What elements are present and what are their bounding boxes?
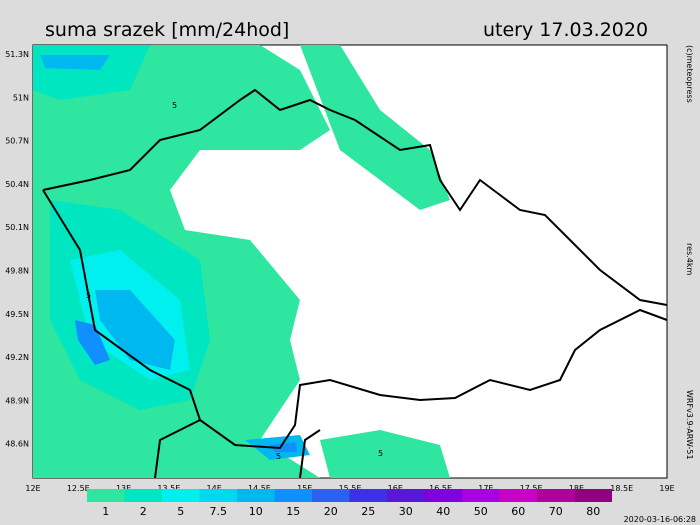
date: utery 17.03.2020 (483, 19, 648, 41)
legend-swatch (574, 489, 612, 502)
longitude-labels: 12E 12.5E 13E 13.5E 14E 14.5E 15E 15.5E 16E 16.5E… (25, 484, 674, 493)
lon-label: 18.5E (610, 484, 633, 493)
lon-label: 15E (297, 484, 312, 493)
lon-label: 19E (659, 484, 674, 493)
lon-label: 13.5E (157, 484, 180, 493)
lat-label: 49.8N (5, 267, 29, 276)
lat-label: 48.9N (5, 396, 29, 405)
legend-label: 5 (177, 505, 184, 518)
legend-label: 15 (286, 505, 300, 518)
timestamp: 2020-03-16-06:28 (624, 515, 696, 524)
legend-swatch (312, 489, 350, 502)
title: suma srazek [mm/24hod] (45, 19, 289, 41)
contour-label: 5 (172, 101, 177, 110)
legend-label: 20 (324, 505, 338, 518)
lat-label: 49.5N (5, 310, 29, 319)
lon-label: 13E (116, 484, 131, 493)
legend-swatch (199, 489, 237, 502)
legend-swatch (274, 489, 312, 502)
lon-label: 16.5E (429, 484, 452, 493)
legend-label: 60 (511, 505, 525, 518)
legend-swatch (387, 489, 425, 502)
legend-swatch (424, 489, 462, 502)
latitude-labels: 51.3N 51N 50.7N 50.4N 50.1N 49.8N 49.5N 49.2N 48… (5, 50, 29, 449)
legend-label: 1 (102, 505, 109, 518)
legend-label: 10 (249, 505, 263, 518)
legend-swatch (124, 489, 162, 502)
legend-swatch (349, 489, 387, 502)
lon-label: 14.5E (248, 484, 271, 493)
legend-label: 40 (436, 505, 450, 518)
lat-label: 51.3N (5, 50, 29, 59)
lat-label: 48.6N (5, 440, 29, 449)
legend-label: 30 (399, 505, 413, 518)
lon-label: 16E (388, 484, 403, 493)
legend-label: 25 (361, 505, 375, 518)
country-borders (42, 88, 668, 479)
lat-label: 51N (13, 93, 29, 102)
legend-swatch (499, 489, 537, 502)
model: WRFv3.9-ARW-51 (685, 390, 694, 460)
legend: 1 2 5 7.5 10 15 20 25 30 40 50 60 70 80 (87, 489, 612, 518)
lon-label: 12.5E (67, 484, 90, 493)
contour-label: 5 (378, 449, 383, 458)
lat-label: 50.4N (5, 180, 29, 189)
copyright: (c)meteopress (685, 45, 694, 103)
contour-label: 5 (86, 291, 91, 300)
resolution: res.4km (685, 243, 694, 275)
lon-label: 17E (478, 484, 493, 493)
legend-swatch (162, 489, 200, 502)
precipitation-field (33, 45, 450, 478)
lat-label: 49.2N (5, 353, 29, 362)
lat-label: 50.7N (5, 137, 29, 146)
lon-label: 12E (25, 484, 40, 493)
lat-label: 50.1N (5, 223, 29, 232)
legend-label: 7.5 (210, 505, 228, 518)
legend-swatch (87, 489, 125, 502)
legend-label: 70 (549, 505, 563, 518)
legend-swatch (537, 489, 575, 502)
lon-label: 14E (207, 484, 222, 493)
lon-label: 17.5E (520, 484, 543, 493)
lon-label: 15.5E (339, 484, 362, 493)
legend-label: 50 (474, 505, 488, 518)
legend-swatch (462, 489, 500, 502)
lon-label: 18E (569, 484, 584, 493)
contour-label: 5 (276, 452, 281, 461)
legend-label: 80 (586, 505, 600, 518)
legend-swatch (237, 489, 275, 502)
legend-label: 2 (140, 505, 147, 518)
